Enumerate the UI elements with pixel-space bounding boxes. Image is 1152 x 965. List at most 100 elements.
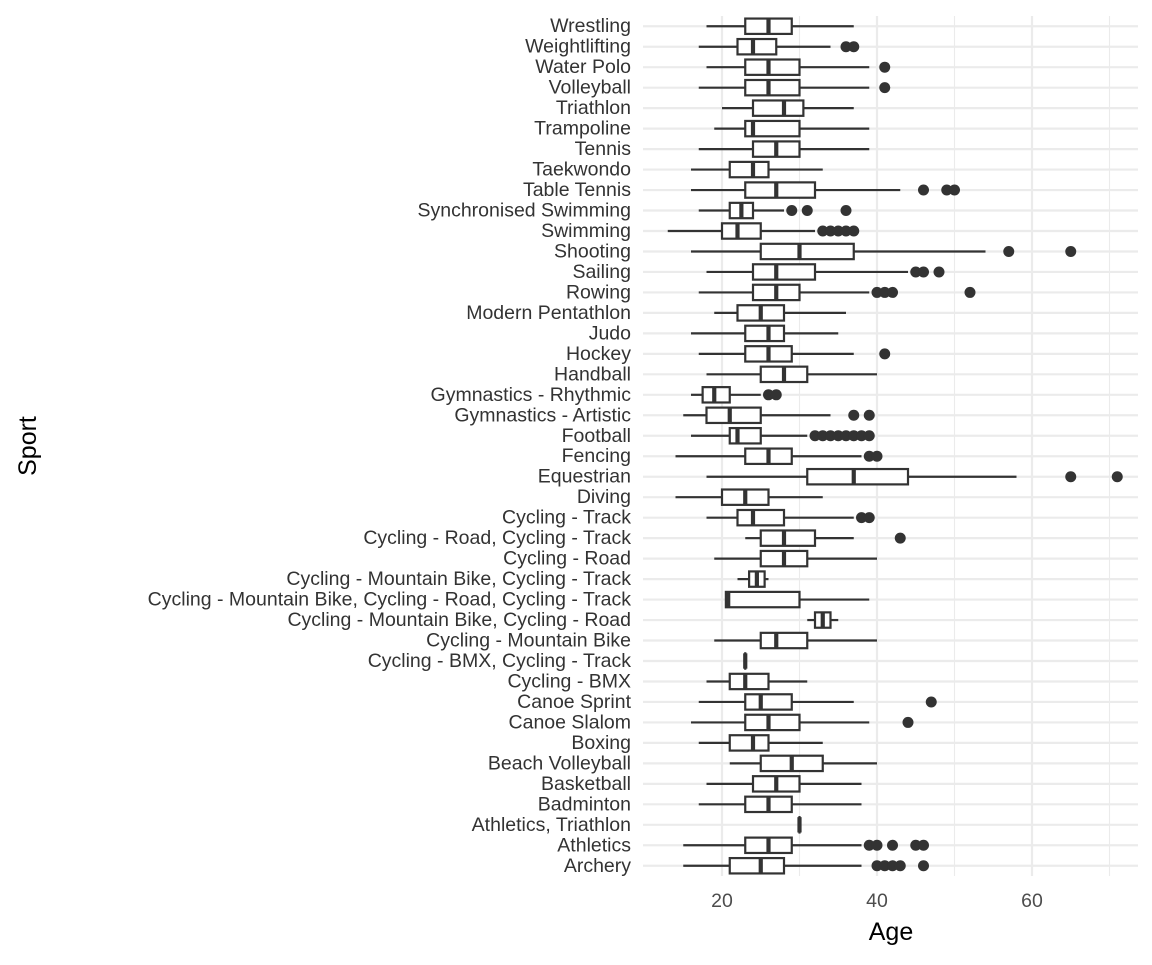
box-group bbox=[714, 305, 846, 320]
outlier-point bbox=[872, 451, 883, 462]
box-group bbox=[676, 490, 823, 505]
outlier-point bbox=[1065, 471, 1076, 482]
category-label: Diving bbox=[577, 486, 631, 508]
category-label: Hockey bbox=[566, 343, 631, 365]
iqr-box bbox=[761, 244, 854, 259]
box-group bbox=[683, 838, 929, 853]
outlier-point bbox=[918, 860, 929, 871]
category-label: Triathlon bbox=[556, 97, 631, 119]
outlier-point bbox=[926, 696, 937, 707]
box-group bbox=[691, 326, 838, 341]
outlier-point bbox=[1003, 246, 1014, 257]
outlier-point bbox=[864, 430, 875, 441]
category-label: Shooting bbox=[554, 240, 631, 262]
iqr-box bbox=[730, 858, 784, 873]
iqr-box bbox=[730, 735, 769, 750]
outlier-point bbox=[887, 287, 898, 298]
box-group bbox=[707, 510, 875, 525]
outlier-point bbox=[965, 287, 976, 298]
category-label: Volleyball bbox=[549, 77, 631, 99]
iqr-box bbox=[745, 182, 815, 197]
outlier-point bbox=[872, 840, 883, 851]
iqr-box bbox=[745, 326, 784, 341]
box-group bbox=[699, 797, 862, 812]
category-label: Athletics, Triathlon bbox=[472, 814, 631, 836]
outlier-point bbox=[848, 41, 859, 52]
category-label: Cycling - Mountain Bike bbox=[426, 630, 631, 652]
outlier-point bbox=[848, 410, 859, 421]
iqr-box bbox=[738, 510, 785, 525]
outlier-point bbox=[895, 533, 906, 544]
iqr-box bbox=[722, 223, 761, 238]
category-label: Gymnastics - Rhythmic bbox=[431, 384, 632, 406]
category-label: Beach Volleyball bbox=[488, 752, 631, 774]
iqr-box bbox=[730, 674, 769, 689]
x-axis-title: Age bbox=[869, 918, 913, 946]
category-label: Cycling - Road bbox=[503, 548, 631, 570]
box-group bbox=[707, 776, 862, 791]
category-label: Handball bbox=[554, 363, 631, 385]
category-label: Canoe Sprint bbox=[517, 691, 631, 713]
iqr-box bbox=[745, 694, 792, 709]
outlier-point bbox=[802, 205, 813, 216]
outlier-point bbox=[918, 185, 929, 196]
category-label: Badminton bbox=[538, 793, 631, 815]
category-label: Weightlifting bbox=[525, 36, 631, 58]
outlier-point bbox=[934, 266, 945, 277]
category-label: Canoe Slalom bbox=[509, 711, 631, 733]
outlier-point bbox=[879, 62, 890, 73]
outlier-point bbox=[864, 410, 875, 421]
iqr-box bbox=[726, 592, 800, 607]
outlier-point bbox=[786, 205, 797, 216]
category-label: Tennis bbox=[575, 138, 632, 160]
category-label: Rowing bbox=[566, 281, 631, 303]
box-group bbox=[676, 449, 883, 464]
category-label: Synchronised Swimming bbox=[417, 200, 631, 222]
box-group bbox=[691, 387, 782, 402]
y-axis-title: Sport bbox=[14, 416, 42, 476]
category-label: Sailing bbox=[572, 261, 631, 283]
outlier-point bbox=[771, 389, 782, 400]
box-group bbox=[691, 182, 960, 197]
box-group bbox=[699, 141, 870, 156]
outlier-point bbox=[1065, 246, 1076, 257]
category-label: Gymnastics - Artistic bbox=[454, 404, 631, 426]
category-label: Football bbox=[562, 425, 631, 447]
box-group bbox=[699, 80, 891, 95]
box-layer bbox=[668, 19, 1123, 874]
category-label: Cycling - BMX bbox=[507, 670, 631, 692]
outlier-point bbox=[879, 82, 890, 93]
outlier-point bbox=[903, 717, 914, 728]
iqr-box bbox=[730, 162, 769, 177]
box-group bbox=[714, 633, 877, 648]
iqr-box bbox=[761, 530, 815, 545]
category-label: Swimming bbox=[541, 220, 631, 242]
iqr-box bbox=[745, 80, 799, 95]
x-tick-label: 40 bbox=[866, 890, 888, 912]
iqr-box bbox=[730, 428, 761, 443]
box-group bbox=[668, 223, 860, 238]
outlier-point bbox=[848, 226, 859, 237]
category-label: Cycling - Road, Cycling - Track bbox=[363, 527, 631, 549]
category-label: Cycling - Track bbox=[502, 507, 631, 529]
box-group bbox=[714, 121, 869, 136]
box-group bbox=[691, 162, 823, 177]
category-label: Cycling - Mountain Bike, Cycling - Road,… bbox=[148, 589, 632, 611]
box-group bbox=[726, 592, 869, 607]
category-label: Trampoline bbox=[534, 118, 631, 140]
outlier-point bbox=[895, 860, 906, 871]
category-label: Wrestling bbox=[550, 15, 631, 37]
category-label: Modern Pentathlon bbox=[466, 302, 631, 324]
category-label: Cycling - Mountain Bike, Cycling - Road bbox=[287, 609, 631, 631]
box-group bbox=[683, 858, 929, 873]
box-group bbox=[738, 571, 769, 586]
category-label: Boxing bbox=[571, 732, 631, 754]
box-group bbox=[714, 551, 877, 566]
category-label: Athletics bbox=[557, 834, 631, 856]
grid-layer bbox=[643, 16, 1138, 876]
box-group bbox=[730, 756, 877, 771]
category-label: Archery bbox=[564, 855, 631, 877]
